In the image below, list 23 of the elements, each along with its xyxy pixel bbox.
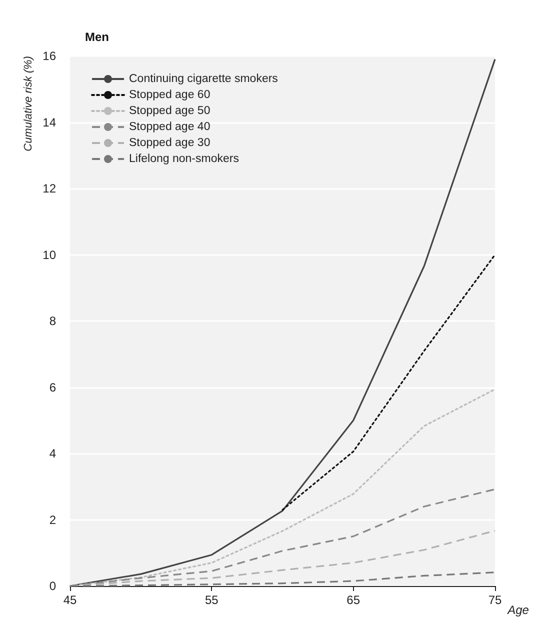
chart-title: Men <box>85 30 109 44</box>
x-tick-label: 55 <box>204 593 219 607</box>
y-tick-label: 14 <box>42 115 56 130</box>
y-tick-label: 0 <box>49 579 56 593</box>
y-tick-label: 10 <box>42 248 56 262</box>
legend-label: Stopped age 50 <box>129 105 210 117</box>
y-tick-label: 8 <box>49 314 56 328</box>
y-tick-label: 6 <box>49 380 56 394</box>
legend-label: Lifelong non-smokers <box>129 153 240 165</box>
y-tick-label: 12 <box>42 182 56 196</box>
legend-label: Stopped age 30 <box>129 137 210 149</box>
legend-label: Continuing cigarette smokers <box>129 73 278 85</box>
x-axis-title: Age <box>506 603 530 617</box>
legend-label: Stopped age 40 <box>129 121 210 133</box>
legend-label: Stopped age 60 <box>129 89 210 101</box>
y-tick-label: 16 <box>42 49 56 63</box>
y-tick-label: 2 <box>49 512 56 527</box>
y-tick-label: 4 <box>49 446 56 460</box>
x-tick-label: 65 <box>346 593 360 607</box>
x-tick-label: 75 <box>488 593 502 607</box>
x-tick-label: 45 <box>63 593 77 607</box>
y-axis-title: Cumulative risk (%) <box>22 56 34 152</box>
line-series <box>282 254 496 511</box>
